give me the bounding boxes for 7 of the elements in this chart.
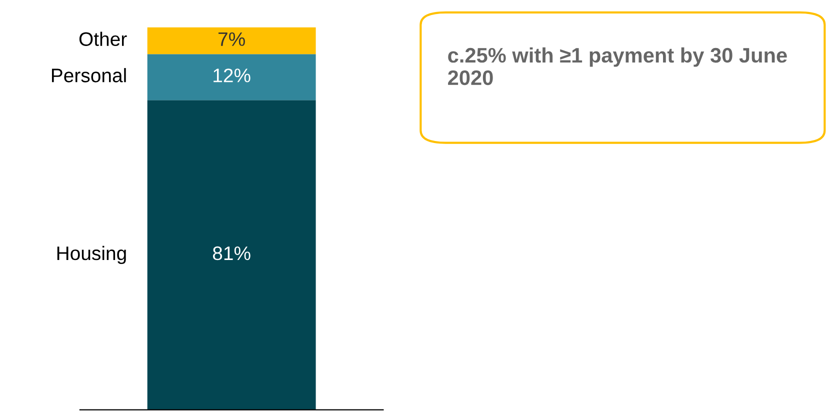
series-label: Other xyxy=(79,32,127,46)
data-label: 81% xyxy=(212,246,250,260)
data-label: 7% xyxy=(218,32,245,46)
text: c.25% with ≥1 payment by 30 June 2020 xyxy=(448,47,787,86)
series-label: Personal xyxy=(52,68,126,82)
series-label: Housing xyxy=(57,246,126,264)
data-label: 12% xyxy=(214,68,250,82)
